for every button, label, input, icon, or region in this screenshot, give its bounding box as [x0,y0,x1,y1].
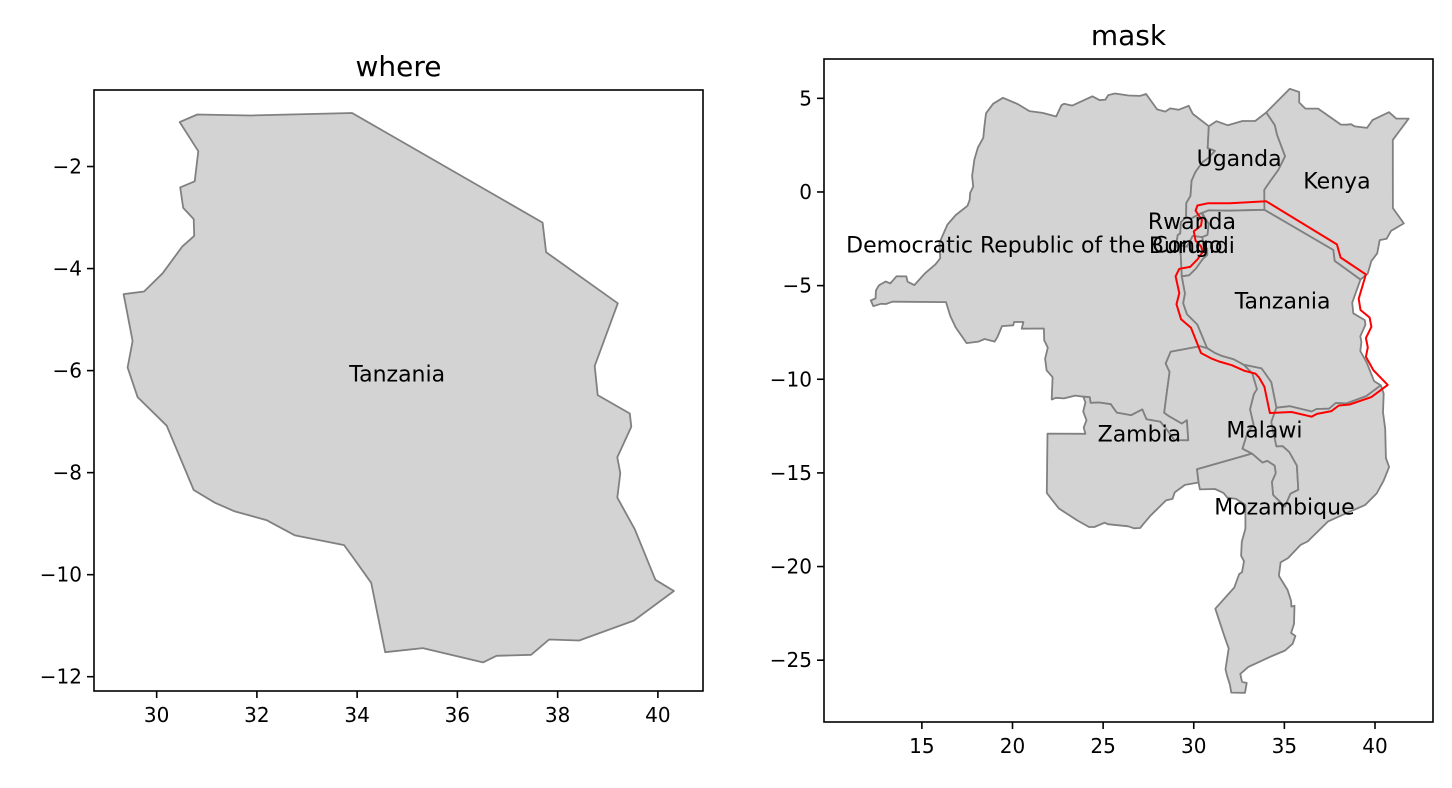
y-tick-label: 0 [799,180,812,204]
map-layer [122,112,675,664]
label-malawi: Malawi [1226,419,1302,444]
x-tick-label: 30 [1181,734,1206,758]
y-tick-label: −10 [770,367,812,391]
label-democratic-republic-of-the-congo: Democratic Republic of the Congo [846,233,1222,258]
x-tick-label: 20 [1000,734,1025,758]
y-tick-label: −15 [770,461,812,485]
axes-frame-where [93,89,704,692]
panel-where: Tanzania 30 32 34 36 38 40 −2 −4 −6 −8 −10 −12 where [40,50,704,727]
x-tick-label: 30 [144,703,169,727]
y-tick-label: −4 [53,257,82,281]
x-tick-label: 25 [1090,734,1115,758]
y-tick-label: −25 [770,648,812,672]
map-layer [869,87,1410,694]
label-zambia: Zambia [1098,422,1182,447]
y-tick-label: −20 [770,555,812,579]
country-democratic-republic-of-the-congo [869,92,1216,442]
country-kenya [1263,87,1410,281]
y-tick-label: −6 [53,359,82,383]
panel-title: where [356,50,442,83]
label-tanzania: Tanzania [1234,290,1331,315]
x-tick-label: 15 [909,734,934,758]
mask-outline [1174,200,1389,418]
panel-mask: Democratic Republic of the Congo Uganda Ke… [770,19,1434,758]
label-rwanda: Rwanda [1148,210,1236,235]
x-tick-label: 34 [344,703,369,727]
y-tick-label: −5 [783,274,812,298]
y-tick-label: −12 [40,665,82,689]
y-tick-label: −2 [53,155,82,179]
label-mozambique: Mozambique [1214,496,1354,521]
y-tick-label: −10 [40,563,82,587]
x-tick-label: 40 [645,703,670,727]
country-tanzania [122,112,675,664]
panel-title: mask [1091,19,1167,52]
label-uganda: Uganda [1197,147,1282,172]
x-tick-label: 40 [1362,734,1387,758]
axes-frame-mask [823,58,1434,723]
x-tick-label: 38 [545,703,570,727]
label-kenya: Kenya [1303,170,1370,195]
y-tick-label: −8 [53,461,82,485]
label-burundi: Burundi [1149,234,1235,259]
label-tanzania: Tanzania [348,363,445,388]
x-tick-label: 35 [1272,734,1297,758]
country-mozambique [1196,384,1390,694]
x-tick-label: 32 [244,703,269,727]
x-tick-label: 36 [445,703,470,727]
y-tick-label: 5 [799,86,812,110]
